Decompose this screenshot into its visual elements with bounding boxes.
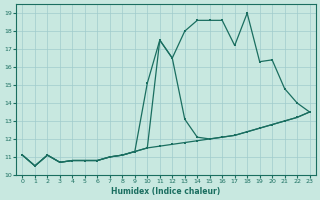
- X-axis label: Humidex (Indice chaleur): Humidex (Indice chaleur): [111, 187, 221, 196]
